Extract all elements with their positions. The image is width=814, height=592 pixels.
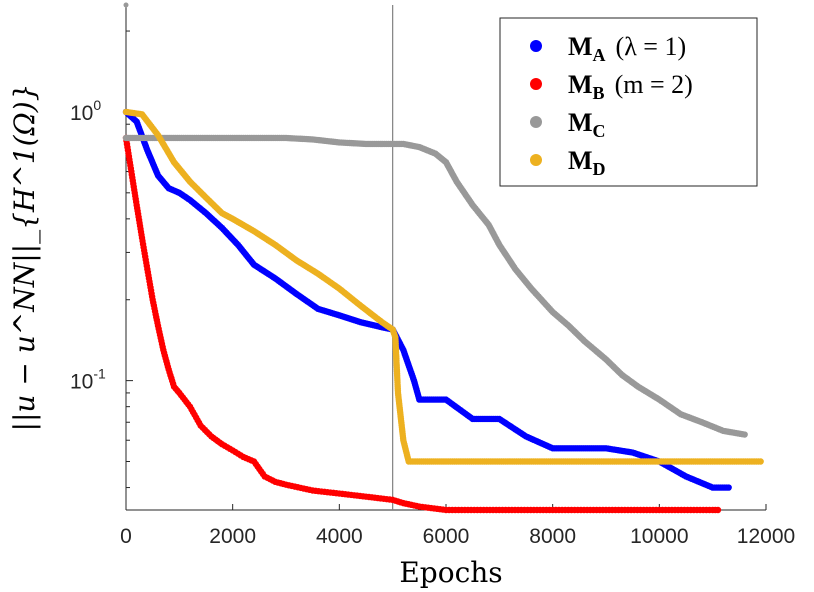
x-tick-label: 6000 — [423, 525, 470, 548]
legend-marker — [530, 116, 542, 128]
series-d — [122, 108, 764, 465]
y-axis-label: ||u − u^NN||_{H^1(Ω)} — [8, 84, 41, 432]
y-tick-label: 10-1 — [70, 366, 106, 394]
data-point — [741, 431, 748, 438]
x-tick-label: 12000 — [737, 525, 795, 548]
x-tick-label: 8000 — [529, 525, 576, 548]
series-b — [122, 134, 722, 514]
data-point — [714, 506, 722, 514]
data-point — [123, 2, 129, 8]
x-tick-label: 2000 — [209, 525, 256, 548]
axes: 0 2000 4000 6000 8000 10000 12000 100 10-1 Epochs… — [8, 5, 795, 589]
y-tick-label: 100 — [70, 97, 101, 125]
data-point — [757, 458, 764, 465]
legend-entry-a: MA (λ = 1) — [568, 32, 686, 65]
legend-box — [499, 17, 758, 187]
x-tick-label: 0 — [120, 525, 132, 548]
legend-entry-b: MB (m = 2) — [568, 70, 693, 103]
data-point — [725, 484, 732, 491]
legend-marker — [530, 40, 542, 52]
series-c — [122, 134, 748, 438]
x-axis-label: Epochs — [399, 556, 502, 589]
legend-entry-d: MD — [568, 146, 606, 179]
legend-entry-c: MC — [568, 108, 606, 141]
x-tick-label: 4000 — [316, 525, 363, 548]
plot-series — [122, 2, 764, 514]
legend-marker — [530, 154, 542, 166]
x-tick-label: 10000 — [630, 525, 688, 548]
legend-marker — [530, 78, 542, 90]
series-a — [122, 108, 732, 491]
legend: MA (λ = 1) MB (m = 2) MC MD — [499, 17, 758, 187]
